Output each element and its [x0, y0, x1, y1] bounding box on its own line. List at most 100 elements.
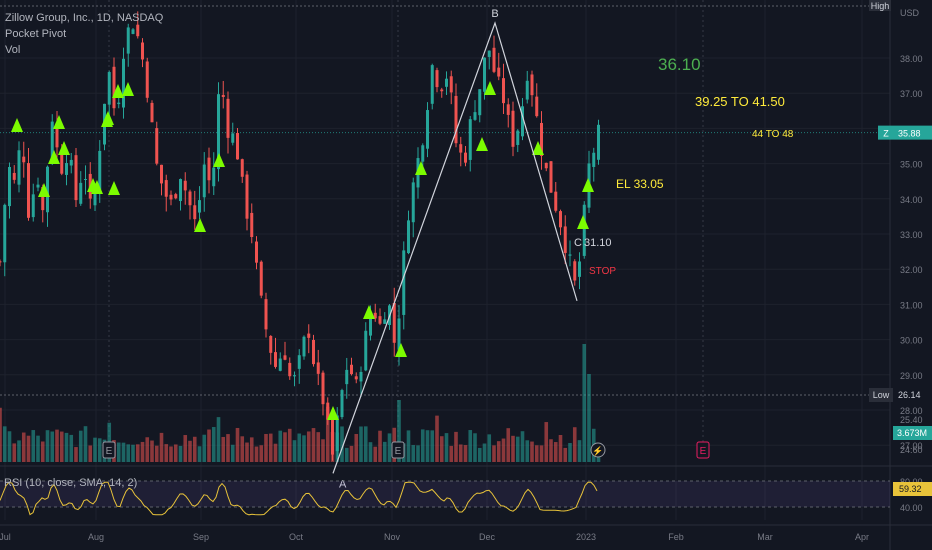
- candle-body: [164, 180, 168, 197]
- pocket-pivot-triangle: [122, 82, 134, 96]
- volume-bar: [17, 440, 21, 462]
- candle-body: [226, 98, 230, 138]
- candle-body: [36, 184, 40, 188]
- earnings-marker: E: [696, 441, 710, 459]
- candle-body: [84, 179, 87, 181]
- volume-bar: [373, 446, 378, 462]
- volume-bar: [278, 430, 283, 462]
- volume-bar: [344, 447, 349, 462]
- volume-bar: [140, 441, 145, 462]
- volume-label[interactable]: Vol: [5, 44, 21, 56]
- volume-bar: [88, 445, 93, 462]
- candle-body: [340, 390, 344, 418]
- candle-body: [516, 130, 520, 145]
- candle-body: [60, 151, 64, 174]
- high-badge-label: High: [871, 1, 890, 11]
- volume-bar: [563, 447, 568, 462]
- volume-bar: [2, 426, 7, 462]
- volume-bar: [487, 434, 492, 462]
- price-tick: 38.00: [900, 54, 923, 64]
- volume-bar: [59, 431, 64, 462]
- volume-bar: [420, 429, 425, 462]
- candle-body: [597, 124, 600, 160]
- candle-body: [278, 358, 282, 371]
- volume-bar: [273, 443, 278, 462]
- volume-bar: [31, 430, 36, 462]
- volume-bar: [207, 429, 211, 462]
- rsi-value-label: 59.32: [899, 484, 922, 494]
- candle-body: [259, 261, 263, 296]
- candle-body: [582, 204, 586, 256]
- pattern-point-c: C: [574, 237, 582, 249]
- candle-body: [407, 220, 410, 254]
- month-tick: Apr: [855, 532, 869, 542]
- volume-bar: [368, 442, 373, 462]
- volume-bar: [544, 422, 549, 462]
- pocket-pivot-triangle: [327, 406, 339, 420]
- candle-body: [540, 122, 543, 156]
- volume-bar: [520, 431, 525, 462]
- pocket-pivot-triangle: [415, 161, 427, 175]
- candle-body: [264, 299, 268, 330]
- candle-body: [3, 204, 7, 263]
- candle-body: [369, 313, 372, 336]
- volume-bar: [468, 430, 473, 462]
- volume-bar: [549, 439, 553, 462]
- pocket-pivot-triangle: [484, 81, 496, 95]
- currency-label: USD: [900, 8, 920, 18]
- volume-bar: [530, 441, 534, 462]
- candle-body: [212, 167, 216, 187]
- volume-bar: [473, 433, 477, 462]
- candle-body: [478, 89, 482, 116]
- pocket-pivot-triangle: [53, 115, 65, 129]
- volume-bar: [221, 436, 226, 462]
- earnings-box: [102, 441, 116, 459]
- volume-bar: [21, 432, 26, 462]
- high-badge: [869, 0, 891, 11]
- earnings-letter: E: [106, 446, 113, 457]
- volume-bar: [235, 427, 240, 462]
- volume-bar: [439, 436, 444, 462]
- candle-body: [145, 61, 149, 98]
- symbol-title[interactable]: Zillow Group, Inc., 1D, NASDAQ: [5, 12, 164, 24]
- abc-pattern-lines: A B C 31.10: [332, 8, 612, 490]
- volume-bar: [178, 445, 183, 462]
- candle-body: [454, 95, 458, 144]
- volume-bar: [159, 432, 164, 462]
- month-tick: Sep: [193, 532, 209, 542]
- volume-bar: [430, 430, 435, 462]
- volume-bar: [411, 445, 416, 462]
- volume-bar: [116, 442, 121, 462]
- candle-body: [150, 102, 154, 123]
- volume-bar: [164, 444, 169, 462]
- candle-body: [435, 70, 439, 88]
- pocket-pivot-triangle: [582, 178, 594, 192]
- rsi-label: RSI (10, close, SMA, 14, 2): [4, 477, 137, 489]
- indicator-label[interactable]: Pocket Pivot: [5, 28, 67, 40]
- candle-body: [41, 187, 45, 211]
- volume-bar: [12, 443, 17, 462]
- volume-bar: [211, 427, 216, 462]
- annotation-target-1: 36.10: [658, 55, 701, 74]
- candle-body: [188, 191, 192, 206]
- candle-body: [530, 74, 534, 96]
- pocket-pivot-triangle: [102, 111, 114, 125]
- candle-body: [502, 78, 505, 104]
- volume-bar: [69, 434, 74, 462]
- earnings-marker: E: [391, 441, 405, 459]
- candle-body: [430, 65, 434, 104]
- pocket-pivot-triangle: [38, 183, 50, 197]
- volume-bar: [534, 445, 539, 462]
- volume-bar: [387, 433, 392, 462]
- candlesticks: [0, 11, 600, 461]
- candle-body: [468, 119, 472, 160]
- candle-body: [359, 371, 363, 382]
- candle-body: [207, 157, 211, 181]
- candle-body: [112, 66, 116, 109]
- price-tick: 28.00: [900, 406, 923, 416]
- candle-body: [449, 76, 453, 93]
- price-tick: 33.00: [900, 230, 923, 240]
- volume-bar: [416, 445, 420, 462]
- volume-badge-label: 3.673M: [897, 428, 927, 438]
